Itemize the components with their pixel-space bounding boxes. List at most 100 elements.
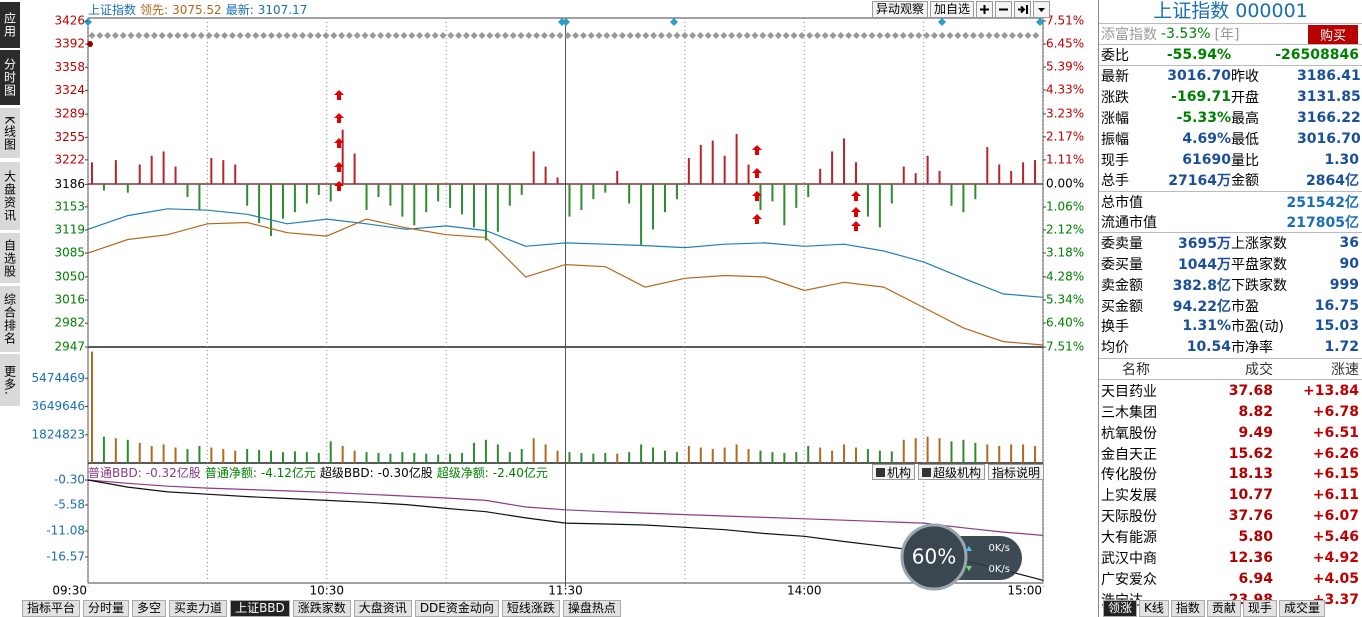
event-marker — [650, 32, 658, 39]
bottom-tab[interactable]: 涨跌家数 — [292, 600, 351, 617]
quote-tab[interactable]: 领涨 — [1103, 600, 1138, 617]
volume-bar — [461, 452, 464, 463]
y2-tick-label: 4.28% — [1046, 269, 1084, 283]
buy-button[interactable]: 购买 — [1307, 24, 1358, 44]
bottom-tab[interactable]: 指标平台 — [22, 600, 81, 617]
leader-row[interactable]: 天际股份 37.76 +6.07 — [1099, 506, 1362, 527]
quote-tab[interactable]: 指数 — [1170, 600, 1205, 617]
bottom-tab[interactable]: 分时量 — [83, 600, 130, 617]
sidebar-tab[interactable]: 更多. — [0, 354, 20, 406]
toolbar-icon[interactable] — [1014, 1, 1032, 18]
event-marker — [860, 32, 868, 39]
indicator-bar — [353, 153, 356, 184]
event-marker — [361, 32, 369, 39]
event-marker — [439, 32, 447, 39]
bbd-tick-label: -16.57 — [46, 550, 85, 564]
toolbar-icon[interactable] — [976, 1, 994, 18]
event-marker — [837, 32, 845, 39]
y2-tick-label: 5.39% — [1046, 60, 1084, 74]
event-marker — [189, 32, 197, 39]
event-marker — [572, 32, 580, 39]
leader-row[interactable]: 三木集团 8.82 +6.78 — [1099, 401, 1362, 422]
event-marker — [252, 32, 260, 39]
volume-bar — [353, 450, 356, 463]
column-header[interactable]: 成交 — [1245, 362, 1273, 378]
bottom-tab[interactable]: 短线涨跌 — [501, 600, 560, 617]
column-header[interactable]: 涨速 — [1331, 362, 1359, 378]
sidebar-tab[interactable]: 应用 — [0, 2, 20, 48]
leader-row[interactable]: 金自天正 15.62 +6.26 — [1099, 443, 1362, 464]
stat-row: 总手 27164万 金额 2864亿 — [1099, 170, 1362, 192]
latest-label: 最新: — [225, 3, 254, 17]
quote-tab[interactable]: 贡献 — [1206, 600, 1241, 617]
event-marker — [868, 32, 876, 39]
bottom-tab[interactable]: DDE资金动向 — [414, 600, 499, 617]
bottom-tab[interactable]: 操盘热点 — [562, 600, 621, 617]
indicator-bar — [258, 184, 261, 224]
sidebar-tab[interactable]: 分时图 — [0, 50, 20, 105]
volume-bar — [305, 452, 308, 463]
volume-bar — [293, 451, 296, 463]
column-header[interactable]: 名称 — [1122, 362, 1150, 378]
volume-bar — [687, 445, 690, 463]
bbd-button[interactable]: 超级机构 — [918, 464, 986, 480]
bottom-tab[interactable]: 买卖力道 — [169, 600, 228, 617]
bbd-value: -0.32亿股 — [145, 465, 201, 480]
indicator-bar — [162, 151, 165, 184]
event-marker — [634, 32, 642, 39]
indicator-bar — [652, 184, 655, 230]
leader-cell: 10.77 — [1228, 487, 1273, 504]
leader-row[interactable]: 杭氧股份 9.49 +6.51 — [1099, 422, 1362, 443]
indicator-bar — [592, 184, 595, 200]
leader-row[interactable]: 传化股份 18.13 +6.15 — [1099, 464, 1362, 485]
indicator-bar — [819, 168, 822, 184]
y-tick-label: 3016 — [54, 293, 85, 307]
leader-cell: +6.78 — [1312, 403, 1359, 420]
event-marker — [111, 32, 119, 39]
bottom-tab[interactable]: 多空 — [132, 600, 167, 617]
leader-row[interactable]: 大有能源 5.80 +5.46 — [1099, 527, 1362, 548]
leader-cell: 9.49 — [1238, 424, 1273, 441]
leader-cell: 上实发展 — [1101, 488, 1157, 505]
toolbar-button[interactable]: 加自选 — [930, 1, 975, 18]
sidebar-tab[interactable]: 大盘资讯 — [0, 162, 20, 230]
bottom-tab[interactable]: 大盘资讯 — [353, 600, 412, 617]
volume-bar — [210, 447, 213, 463]
toolbar-icon[interactable] — [1033, 1, 1051, 18]
toolbar-icon[interactable] — [995, 1, 1013, 18]
event-marker — [969, 32, 977, 39]
event-marker — [852, 32, 860, 39]
sidebar-tab[interactable]: 自选股 — [0, 233, 20, 283]
volume-bar — [472, 442, 475, 463]
bbd-button[interactable]: 机构 — [872, 464, 916, 480]
event-marker — [150, 32, 158, 39]
event-marker — [384, 32, 392, 39]
leader-row[interactable]: 广安爱众 6.94 +4.05 — [1099, 568, 1362, 589]
indicator-bar — [305, 184, 308, 204]
indicator-bar — [425, 184, 428, 213]
event-marker — [486, 32, 494, 39]
bbd-tick-label: -5.58 — [54, 498, 85, 512]
leader-row[interactable]: 武汉中商 12.36 +4.92 — [1099, 548, 1362, 569]
leader-cell: 15.62 — [1228, 445, 1273, 462]
indicator-bar — [675, 184, 678, 200]
bbd-button[interactable]: 指标说明 — [988, 464, 1045, 480]
sidebar-tab[interactable]: K线图 — [0, 108, 20, 158]
quote-panel: 上证指数 000001 添富指数 -3.53% [年] 购买 委比 -55.94% -2650… — [1098, 0, 1362, 617]
toolbar-button[interactable]: 异动观察 — [872, 1, 929, 18]
y-tick-label: 3358 — [54, 60, 85, 74]
bbd-label: 超级净额: — [436, 465, 489, 480]
bottom-tab[interactable]: 上证BBD — [230, 600, 290, 617]
volume-bar — [508, 452, 511, 463]
leader-row[interactable]: 天目药业 37.68 +13.84 — [1099, 380, 1362, 401]
quote-tab[interactable]: 现手 — [1242, 600, 1277, 617]
quote-tab[interactable]: K线 — [1139, 600, 1169, 617]
indicator-bar — [329, 184, 332, 202]
event-marker — [392, 32, 400, 39]
quote-tab[interactable]: 成交量 — [1278, 600, 1325, 617]
sidebar-tab[interactable]: 综合排名 — [0, 286, 20, 352]
event-marker — [759, 32, 767, 39]
leader-row[interactable]: 上实发展 10.77 +6.11 — [1099, 485, 1362, 506]
event-marker — [509, 32, 517, 39]
